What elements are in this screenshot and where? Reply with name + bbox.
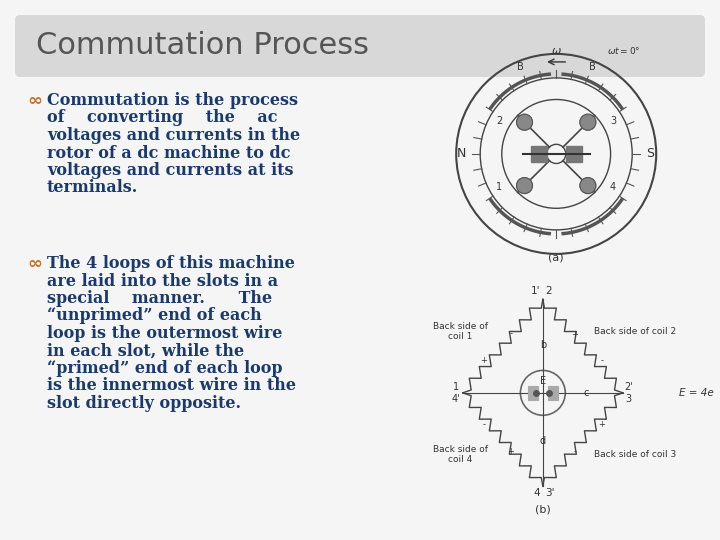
Text: N: N bbox=[457, 147, 467, 160]
Text: 3: 3 bbox=[610, 116, 616, 126]
Text: The 4 loops of this machine: The 4 loops of this machine bbox=[47, 255, 295, 272]
Text: voltages and currents at its: voltages and currents at its bbox=[47, 162, 294, 179]
Text: (b): (b) bbox=[535, 504, 551, 514]
Bar bbox=[548, 386, 558, 400]
Text: loop is the outermost wire: loop is the outermost wire bbox=[47, 325, 282, 342]
Text: 4: 4 bbox=[534, 488, 540, 498]
Text: 2'
3: 2' 3 bbox=[624, 382, 633, 404]
Text: 2: 2 bbox=[546, 286, 552, 296]
Text: in each slot, while the: in each slot, while the bbox=[47, 342, 244, 360]
Text: b: b bbox=[540, 340, 546, 350]
Circle shape bbox=[580, 178, 596, 193]
Text: d: d bbox=[540, 436, 546, 446]
FancyBboxPatch shape bbox=[15, 15, 705, 77]
Text: are laid into the slots in a: are laid into the slots in a bbox=[47, 273, 278, 289]
Text: +: + bbox=[572, 329, 578, 339]
Text: 1
4': 1 4' bbox=[452, 382, 461, 404]
Text: “unprimed” end of each: “unprimed” end of each bbox=[47, 307, 262, 325]
Bar bbox=[566, 146, 582, 162]
Text: slot directly opposite.: slot directly opposite. bbox=[47, 395, 241, 412]
Text: B: B bbox=[517, 62, 523, 72]
Text: -: - bbox=[509, 329, 513, 339]
Text: E: E bbox=[540, 376, 546, 386]
Text: Back side of
coil 1: Back side of coil 1 bbox=[433, 322, 487, 341]
Text: -: - bbox=[573, 447, 577, 456]
Text: 4: 4 bbox=[610, 181, 616, 192]
Text: voltages and currents in the: voltages and currents in the bbox=[47, 127, 300, 144]
Text: Back side of
coil 4: Back side of coil 4 bbox=[433, 444, 487, 464]
Circle shape bbox=[516, 114, 533, 130]
Text: +: + bbox=[508, 447, 514, 456]
Text: (a): (a) bbox=[549, 253, 564, 263]
Text: ∞: ∞ bbox=[27, 255, 42, 273]
Text: special    manner.      The: special manner. The bbox=[47, 290, 272, 307]
Text: of    converting    the    ac: of converting the ac bbox=[47, 110, 277, 126]
Text: E = 4e: E = 4e bbox=[679, 388, 714, 398]
Text: B: B bbox=[589, 62, 595, 72]
Text: $\omega t=0°$: $\omega t=0°$ bbox=[608, 45, 641, 56]
Text: -: - bbox=[600, 356, 603, 365]
Text: 3': 3' bbox=[546, 488, 555, 498]
Text: rotor of a dc machine to dc: rotor of a dc machine to dc bbox=[47, 145, 290, 161]
Text: 2: 2 bbox=[496, 116, 503, 126]
Text: S: S bbox=[647, 147, 654, 160]
Circle shape bbox=[580, 114, 596, 130]
Bar bbox=[531, 146, 546, 162]
Text: 1: 1 bbox=[496, 181, 503, 192]
Text: is the innermost wire in the: is the innermost wire in the bbox=[47, 377, 296, 395]
Text: “primed” end of each loop: “primed” end of each loop bbox=[47, 360, 282, 377]
Text: terminals.: terminals. bbox=[47, 179, 138, 197]
Text: 1': 1' bbox=[531, 286, 540, 296]
Text: Commutation Process: Commutation Process bbox=[36, 31, 369, 60]
Text: +: + bbox=[598, 421, 605, 429]
Text: Back side of coil 3: Back side of coil 3 bbox=[593, 450, 676, 459]
Text: a: a bbox=[530, 388, 536, 398]
Text: Back side of coil 2: Back side of coil 2 bbox=[594, 327, 676, 336]
Circle shape bbox=[516, 178, 533, 193]
Text: -: - bbox=[482, 421, 485, 429]
Text: ∞: ∞ bbox=[27, 92, 42, 110]
Bar bbox=[528, 386, 538, 400]
Text: c: c bbox=[584, 388, 590, 398]
Text: +: + bbox=[481, 356, 487, 365]
Text: Commutation is the process: Commutation is the process bbox=[47, 92, 298, 109]
Text: $\omega$: $\omega$ bbox=[551, 46, 562, 57]
